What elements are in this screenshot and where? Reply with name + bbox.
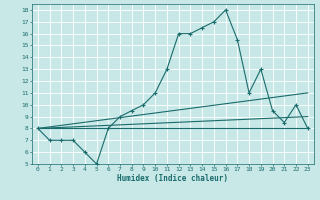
X-axis label: Humidex (Indice chaleur): Humidex (Indice chaleur) xyxy=(117,174,228,183)
